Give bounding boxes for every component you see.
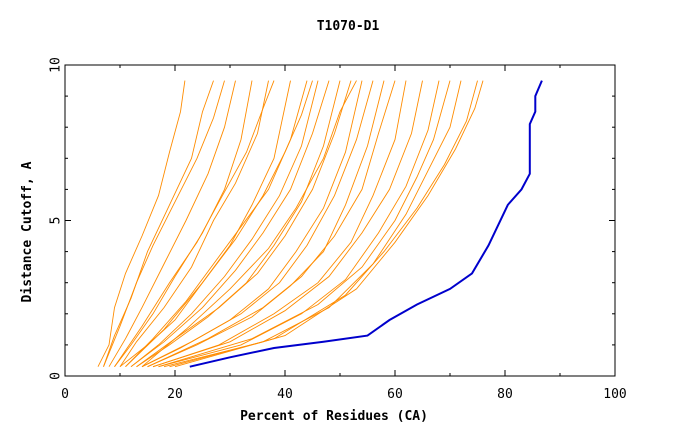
model-line-4 bbox=[114, 80, 253, 367]
x-tick-label-80: 80 bbox=[497, 387, 513, 402]
model-line-8 bbox=[130, 80, 319, 368]
model-line-20 bbox=[163, 80, 462, 368]
model-line-7 bbox=[125, 80, 308, 368]
x-tick-label-0: 0 bbox=[61, 387, 69, 402]
model-line-5 bbox=[119, 80, 269, 367]
axes-layer: 0 20 40 60 80 100 0 5 10 bbox=[49, 57, 627, 402]
x-tick-label-20: 20 bbox=[167, 387, 183, 402]
model-line-1 bbox=[97, 80, 186, 367]
model-line-25 bbox=[125, 80, 313, 368]
model-line-11 bbox=[136, 80, 352, 368]
model-line-23 bbox=[103, 80, 225, 367]
model-line-2 bbox=[103, 80, 214, 367]
model-line-16 bbox=[152, 80, 407, 368]
highlight-model-line bbox=[189, 80, 543, 368]
model-line-15 bbox=[147, 80, 396, 368]
model-line-26 bbox=[141, 80, 357, 368]
model-line-19 bbox=[158, 80, 451, 368]
y-axis-label: Distance Cutoff, A bbox=[20, 161, 35, 302]
model-line-3 bbox=[108, 80, 236, 367]
chart-title: T1070-D1 bbox=[317, 19, 380, 34]
model-line-13 bbox=[141, 80, 374, 368]
model-line-10 bbox=[136, 80, 341, 368]
model-line-18 bbox=[158, 80, 440, 368]
y-tick-label-10: 10 bbox=[49, 57, 64, 73]
y-tick-label-5: 5 bbox=[49, 217, 64, 225]
x-tick-label-100: 100 bbox=[603, 387, 626, 402]
x-axis-label: Percent of Residues (CA) bbox=[240, 409, 428, 424]
x-tick-label-60: 60 bbox=[387, 387, 403, 402]
model-line-21 bbox=[169, 80, 478, 368]
series-layer bbox=[97, 80, 543, 368]
model-line-24 bbox=[114, 80, 275, 367]
x-tick-label-40: 40 bbox=[277, 387, 293, 402]
model-line-14 bbox=[147, 80, 385, 368]
model-line-22 bbox=[174, 80, 484, 368]
model-line-17 bbox=[152, 80, 423, 368]
model-line-9 bbox=[130, 80, 330, 368]
y-tick-label-0: 0 bbox=[49, 372, 64, 380]
